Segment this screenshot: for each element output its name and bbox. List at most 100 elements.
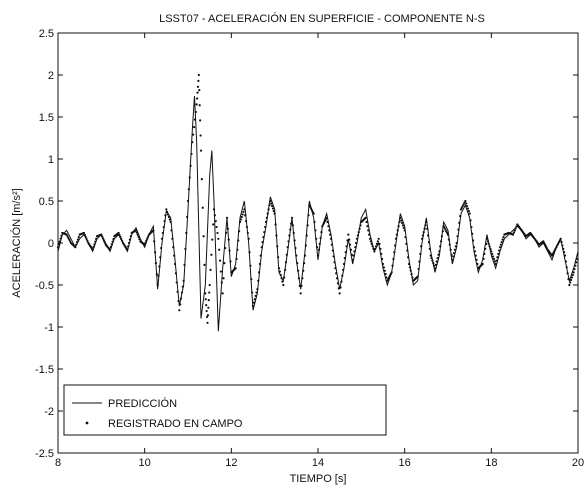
series-dot: [491, 255, 495, 258]
series-dot: [483, 252, 486, 256]
series-dot: [174, 272, 177, 275]
series-dot: [567, 278, 570, 281]
series-dot: [318, 242, 321, 245]
series-dot: [75, 241, 79, 244]
series-dot: [333, 261, 336, 264]
series-dot: [384, 272, 387, 276]
series-dot: [403, 229, 406, 232]
series-dot: [240, 215, 243, 219]
series-dot: [465, 202, 468, 205]
series-dot: [438, 250, 441, 253]
series-dot: [278, 270, 281, 273]
series-dot: [443, 226, 446, 229]
series-dot: [370, 242, 373, 245]
y-tick-label: 0.5: [39, 196, 54, 208]
series-dot: [364, 216, 367, 219]
series-dot: [391, 264, 394, 267]
series-dot: [355, 237, 359, 240]
series-dot: [234, 267, 237, 270]
series-dot: [206, 321, 209, 324]
series-dot: [187, 188, 190, 191]
series-dot: [311, 210, 314, 214]
series-dot: [205, 304, 208, 307]
series-dot: [112, 237, 115, 241]
series-dot: [458, 221, 461, 224]
series-dot: [117, 231, 120, 235]
series-dot: [185, 231, 188, 235]
y-tick-label: 0: [48, 238, 54, 250]
series-dot: [198, 104, 201, 107]
series-dot: [270, 202, 273, 205]
series-dot: [184, 247, 187, 250]
series-dot: [501, 238, 504, 241]
series-dot: [290, 222, 293, 225]
series-dot: [199, 119, 202, 122]
series-dot: [451, 258, 454, 261]
series-dot: [329, 237, 333, 240]
series-dot: [259, 254, 262, 257]
series-dot: [192, 133, 195, 136]
series-dot: [206, 314, 210, 317]
series-dot: [172, 246, 175, 249]
series-dot: [93, 243, 96, 246]
series-dot: [314, 229, 317, 232]
series-dot: [303, 254, 307, 257]
series-dot: [419, 252, 422, 256]
series-dot: [481, 262, 484, 266]
series-dot: [307, 214, 310, 217]
series-dot: [424, 224, 427, 227]
series-dot: [75, 243, 78, 246]
series-dot: [225, 231, 228, 235]
series-dot: [83, 233, 86, 237]
y-tick-label: 1.5: [39, 112, 54, 124]
series-dot: [128, 238, 132, 241]
series-dot: [279, 273, 282, 277]
series-dot: [472, 239, 475, 242]
series-dot: [214, 220, 217, 223]
series-dot: [387, 276, 391, 279]
series-dot: [202, 235, 205, 238]
series-dot: [263, 230, 266, 234]
series-dot: [162, 225, 165, 229]
series-dot: [554, 247, 557, 250]
series-dot: [498, 246, 502, 249]
series-dot: [277, 256, 280, 259]
series-dot: [120, 237, 123, 241]
series-dot: [121, 239, 124, 243]
x-tick-label: 14: [312, 457, 324, 469]
series-dot: [474, 254, 477, 257]
series-dot: [57, 243, 60, 246]
series-dot: [561, 244, 564, 247]
series-dot: [485, 242, 488, 245]
series-dot: [433, 267, 437, 270]
series-dot: [405, 242, 408, 245]
series-dot: [317, 248, 320, 251]
series-dot: [194, 110, 197, 114]
series-dot: [204, 292, 207, 295]
series-dot: [251, 304, 255, 308]
series-dot: [433, 264, 436, 267]
series-dot: [434, 263, 437, 266]
series-dot: [284, 261, 288, 264]
series-dot: [245, 225, 249, 229]
series-dot: [305, 234, 308, 237]
series-dot: [382, 266, 385, 269]
series-dot: [378, 242, 381, 245]
series-dot: [156, 283, 159, 287]
series-dot: [299, 292, 302, 295]
series-dot: [316, 246, 319, 249]
series-dot: [467, 209, 470, 213]
series-dot: [268, 204, 271, 207]
series-dot: [550, 254, 554, 257]
series-dot: [189, 164, 192, 167]
series-dot: [572, 271, 575, 274]
series-dot: [101, 237, 105, 240]
series-dot: [313, 220, 316, 224]
series-dot: [164, 214, 167, 217]
x-tick-label: 20: [572, 457, 584, 469]
series-dot: [383, 269, 386, 272]
series-dot: [118, 233, 121, 237]
series-dot: [472, 246, 476, 249]
series-dot: [205, 309, 208, 313]
series-dot: [326, 220, 329, 224]
